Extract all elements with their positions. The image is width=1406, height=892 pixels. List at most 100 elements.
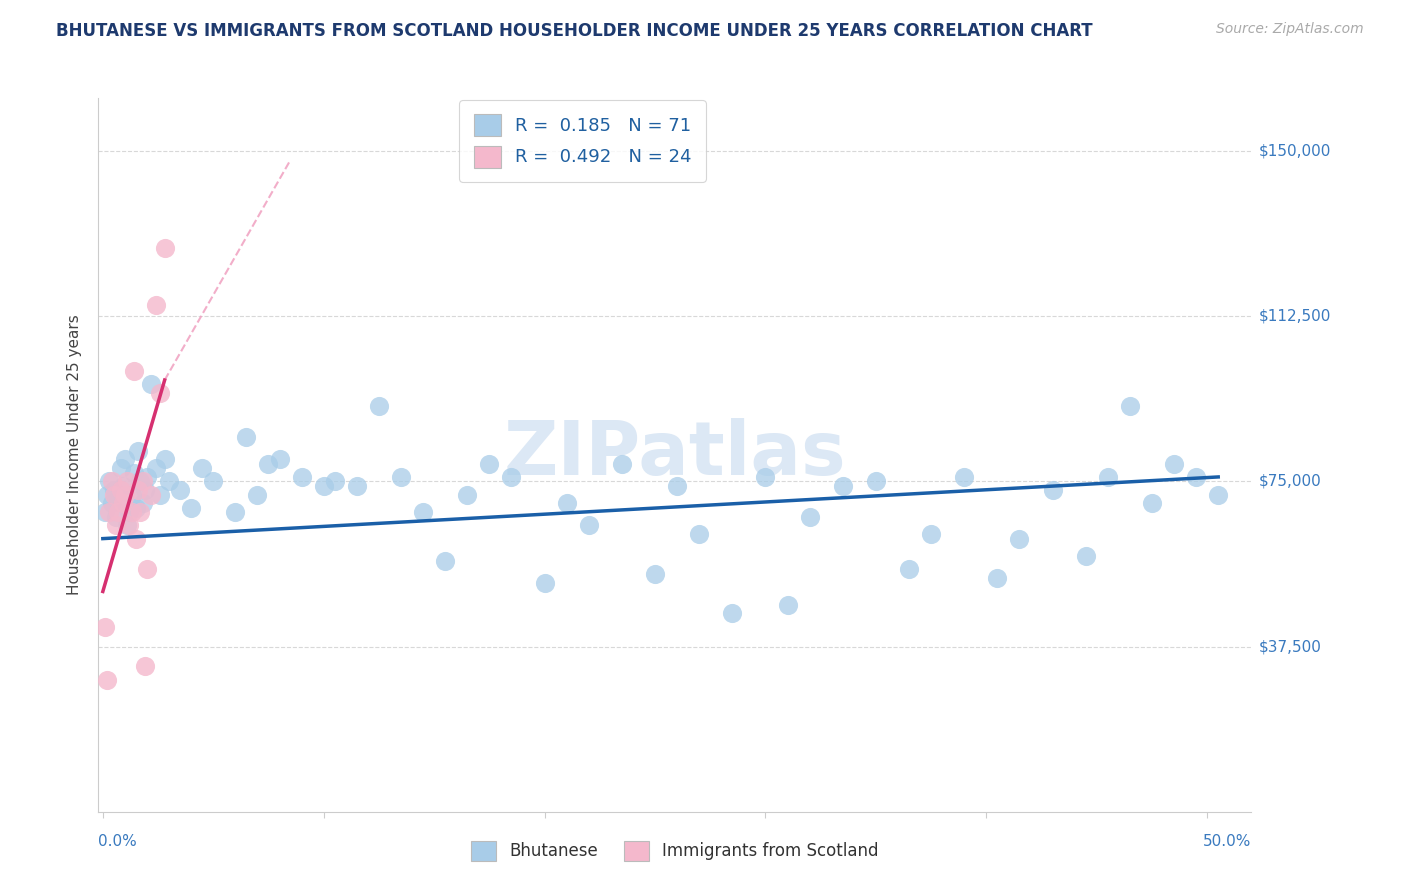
Point [224, 505, 246, 519]
Text: BHUTANESE VS IMMIGRANTS FROM SCOTLAND HOUSEHOLDER INCOME UNDER 25 YEARS CORRELAT: BHUTANESE VS IMMIGRANTS FROM SCOTLAND HO… [56, 22, 1092, 40]
Point [831, 479, 853, 493]
Point [131, 496, 153, 510]
Point [865, 475, 887, 489]
Point [754, 470, 776, 484]
Point [257, 457, 280, 471]
Point [118, 518, 141, 533]
Point [157, 475, 180, 489]
Point [291, 470, 314, 484]
Point [125, 532, 148, 546]
Point [953, 470, 976, 484]
Point [153, 241, 176, 255]
Point [180, 500, 202, 515]
Point [246, 487, 269, 501]
Text: Source: ZipAtlas.com: Source: ZipAtlas.com [1216, 22, 1364, 37]
Point [533, 575, 555, 590]
Point [145, 461, 167, 475]
Point [578, 518, 600, 533]
Point [721, 607, 744, 621]
Point [115, 475, 138, 489]
Y-axis label: Householder Income Under 25 years: Householder Income Under 25 years [67, 315, 83, 595]
Point [136, 562, 159, 576]
Point [114, 452, 136, 467]
Point [94, 620, 117, 634]
Point [1163, 457, 1185, 471]
Point [776, 598, 799, 612]
Legend: Bhutanese, Immigrants from Scotland: Bhutanese, Immigrants from Scotland [465, 834, 884, 868]
Point [368, 400, 391, 414]
Point [1140, 496, 1163, 510]
Point [202, 475, 225, 489]
Text: $112,500: $112,500 [1258, 309, 1330, 324]
Point [98, 505, 121, 519]
Text: 0.0%: 0.0% [98, 834, 138, 849]
Point [412, 505, 434, 519]
Point [389, 470, 412, 484]
Point [131, 475, 153, 489]
Point [105, 509, 128, 524]
Point [799, 509, 821, 524]
Point [107, 491, 129, 506]
Point [125, 500, 148, 515]
Point [94, 505, 117, 519]
Point [1185, 470, 1208, 484]
Point [478, 457, 501, 471]
Point [100, 475, 122, 489]
Point [103, 483, 125, 498]
Point [235, 430, 257, 444]
Point [110, 483, 132, 498]
Point [898, 562, 921, 576]
Point [134, 659, 156, 673]
Point [103, 487, 125, 501]
Point [134, 483, 156, 498]
Point [129, 475, 152, 489]
Point [986, 571, 1008, 585]
Point [688, 527, 710, 541]
Point [122, 466, 145, 480]
Point [115, 518, 138, 533]
Point [346, 479, 368, 493]
Point [111, 479, 134, 493]
Point [323, 475, 346, 489]
Point [1008, 532, 1031, 546]
Point [114, 487, 136, 501]
Point [127, 483, 149, 498]
Point [96, 487, 118, 501]
Point [1074, 549, 1097, 564]
Point [269, 452, 291, 467]
Point [610, 457, 633, 471]
Point [141, 487, 163, 501]
Point [110, 461, 132, 475]
Text: $150,000: $150,000 [1258, 144, 1330, 159]
Point [920, 527, 942, 541]
Point [169, 483, 191, 498]
Point [129, 505, 152, 519]
Point [456, 487, 478, 501]
Point [644, 566, 666, 581]
Point [141, 377, 163, 392]
Point [191, 461, 214, 475]
Text: $75,000: $75,000 [1258, 474, 1322, 489]
Point [501, 470, 523, 484]
Point [121, 505, 143, 519]
Point [666, 479, 689, 493]
Point [105, 518, 128, 533]
Point [118, 505, 141, 519]
Point [100, 496, 122, 510]
Point [555, 496, 578, 510]
Point [1042, 483, 1064, 498]
Point [121, 487, 143, 501]
Point [122, 364, 145, 378]
Point [434, 554, 457, 568]
Point [107, 505, 129, 519]
Point [145, 298, 167, 312]
Point [1206, 487, 1229, 501]
Point [98, 475, 121, 489]
Point [312, 479, 335, 493]
Text: $37,500: $37,500 [1258, 639, 1322, 654]
Text: ZIPatlas: ZIPatlas [503, 418, 846, 491]
Point [153, 452, 176, 467]
Point [96, 673, 118, 687]
Point [1097, 470, 1119, 484]
Point [127, 443, 149, 458]
